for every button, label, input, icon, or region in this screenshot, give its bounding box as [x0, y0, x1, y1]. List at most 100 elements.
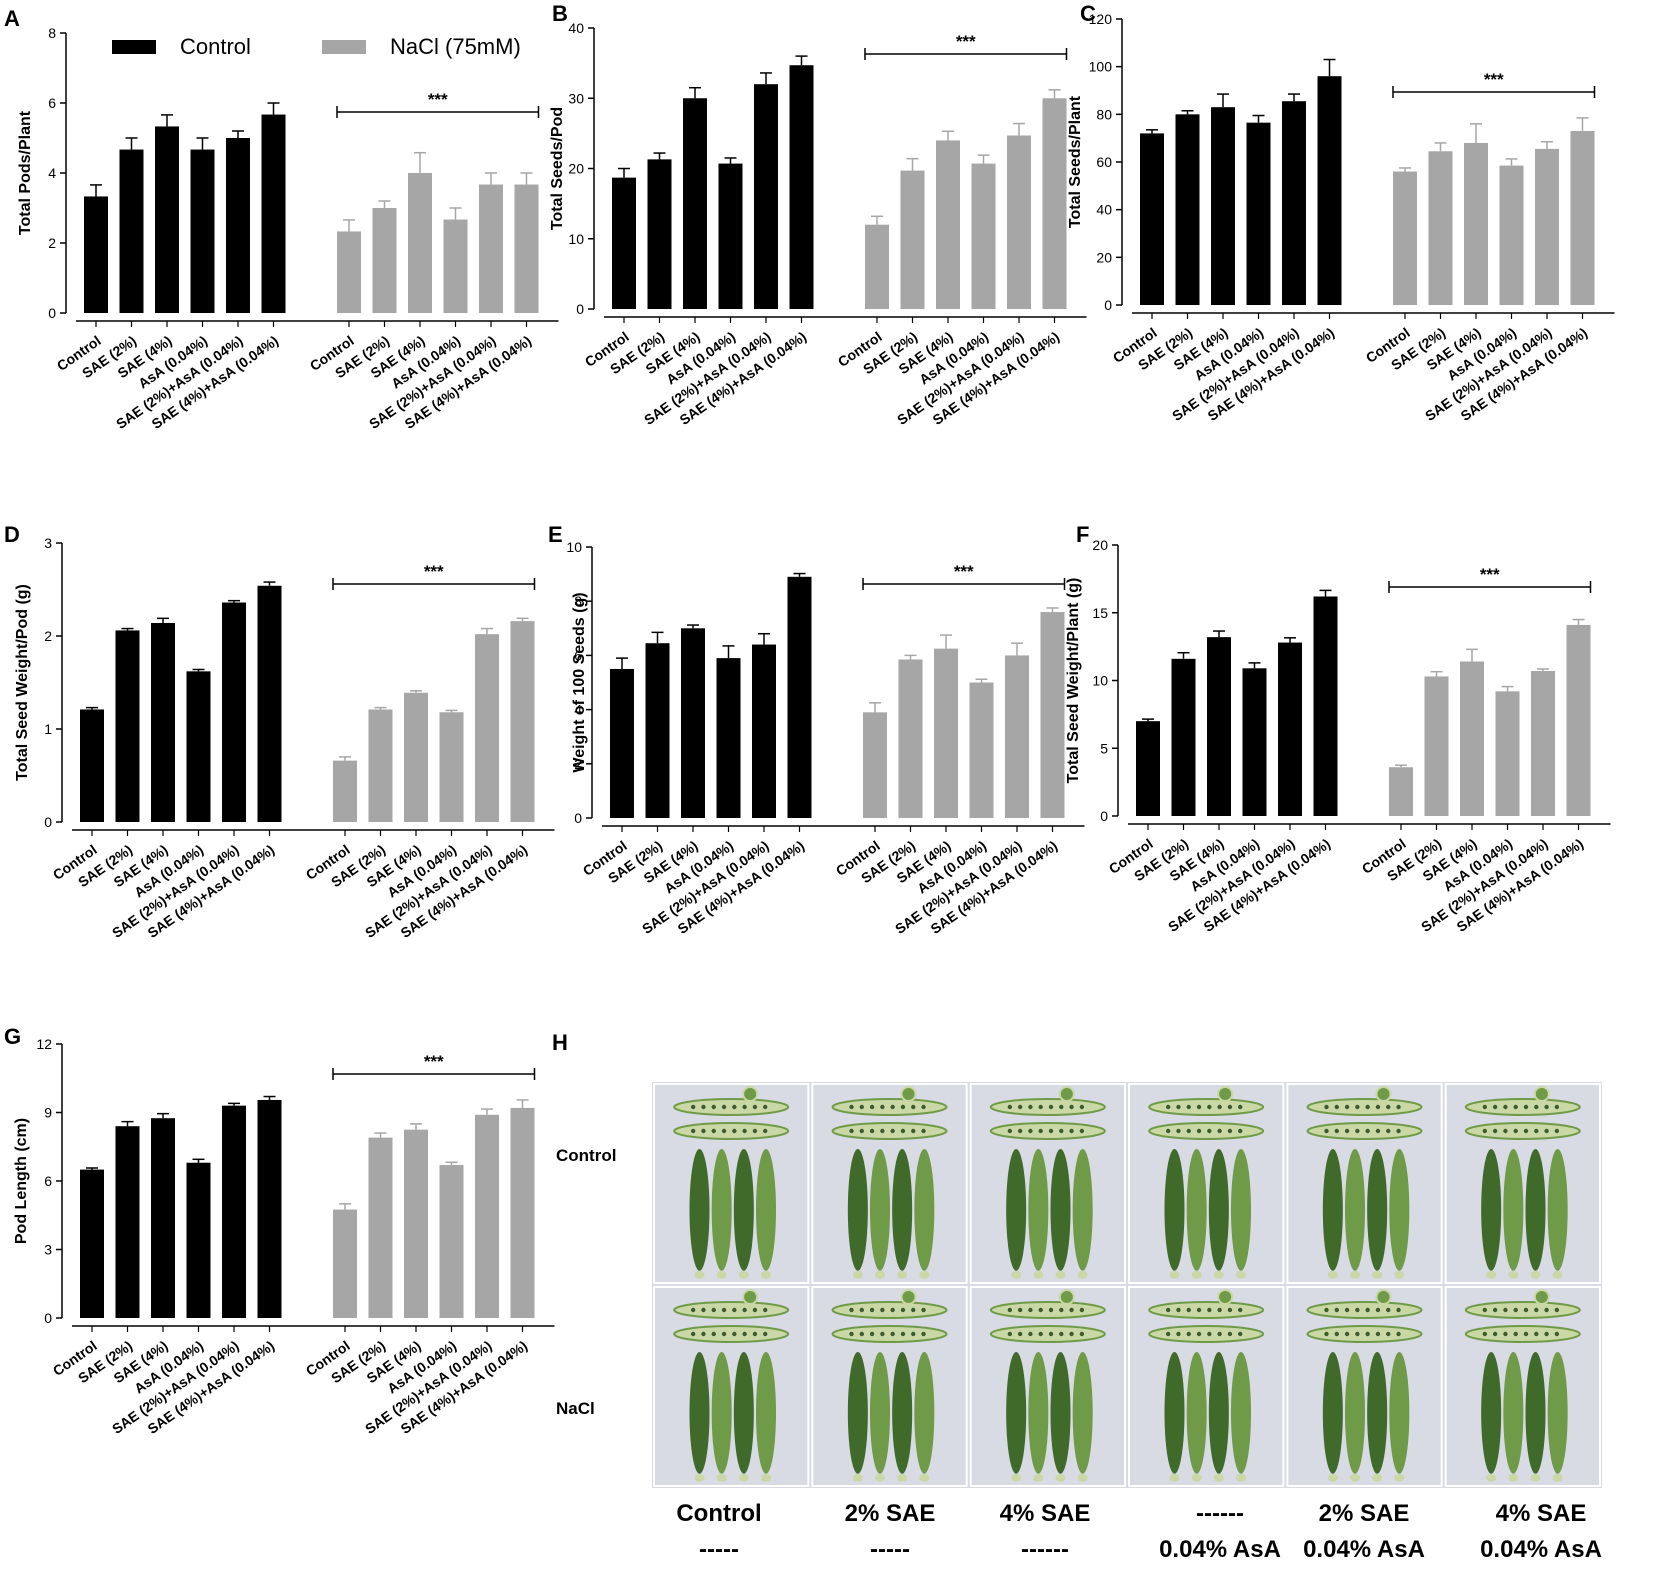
okra-pod: [892, 1351, 913, 1474]
bar-nacl-5: [1005, 655, 1029, 818]
seed: [690, 1104, 696, 1110]
photo-tile-r1-c2: [811, 1083, 968, 1284]
seed: [1196, 1104, 1202, 1110]
pod-tip: [1508, 1473, 1519, 1482]
seed: [1038, 1128, 1043, 1134]
seed: [1176, 1307, 1181, 1313]
okra-pod: [892, 1148, 913, 1271]
seed: [1079, 1307, 1085, 1313]
okra-pod: [1481, 1351, 1502, 1474]
photo-background: [652, 1082, 1602, 1488]
bar-control-1: [80, 709, 104, 822]
seed: [1176, 1331, 1181, 1337]
bar-nacl-1: [1389, 767, 1413, 816]
seed: [742, 1128, 747, 1134]
bar-control-2: [1175, 114, 1200, 305]
photo-tile-r2-c3: [969, 1286, 1127, 1487]
y-tick-label: 10: [566, 539, 582, 555]
seed: [1375, 1128, 1381, 1134]
seed: [1554, 1331, 1560, 1337]
panel-letter: G: [4, 1024, 21, 1049]
pod-tip: [1394, 1270, 1405, 1279]
y-tick-label: 30: [568, 90, 584, 106]
seed: [859, 1104, 864, 1110]
seed: [1365, 1128, 1370, 1134]
seed: [1165, 1331, 1171, 1337]
seed: [1048, 1128, 1054, 1134]
pod-tip: [919, 1270, 930, 1279]
panel-letter: B: [552, 1, 568, 26]
row-label-nacl: NaCl: [556, 1399, 595, 1418]
seed: [1217, 1307, 1222, 1313]
seed: [859, 1307, 864, 1313]
seed: [921, 1331, 926, 1337]
seed: [690, 1307, 696, 1313]
split-pod: [673, 1122, 790, 1140]
bar-nacl-1: [863, 712, 887, 818]
y-tick-label: 80: [1096, 106, 1112, 122]
okra-pod: [1322, 1148, 1343, 1271]
legend: Control NaCl (75mM): [112, 34, 521, 59]
seed: [1059, 1128, 1064, 1134]
tile-frame: [1444, 1286, 1601, 1487]
split-pod: [989, 1098, 1106, 1116]
bar-nacl-4: [971, 163, 996, 309]
pod-tip: [1191, 1473, 1202, 1482]
okra-pod: [756, 1351, 776, 1474]
column-caption-line2: -----: [870, 1536, 910, 1563]
seed: [849, 1331, 854, 1337]
seed: [900, 1128, 906, 1134]
bar-control-6: [1313, 596, 1338, 816]
column-caption-line1: Control: [676, 1500, 761, 1527]
pod-cross-section: [1058, 1086, 1075, 1102]
seed: [900, 1331, 906, 1337]
seed: [890, 1128, 895, 1134]
bar-nacl-6: [1042, 98, 1067, 309]
seed: [1217, 1331, 1222, 1337]
bar-control-3: [1211, 107, 1235, 305]
seed: [1513, 1128, 1518, 1134]
bar-control-6: [789, 65, 814, 309]
pod-tip: [1169, 1270, 1180, 1279]
split-pod: [831, 1301, 948, 1319]
seed: [1196, 1307, 1202, 1313]
tile-frame: [1286, 1083, 1443, 1284]
seed: [1324, 1331, 1329, 1337]
pod-cross-section: [1217, 1086, 1234, 1102]
seed: [701, 1104, 706, 1110]
pod-tip: [1011, 1270, 1022, 1279]
pod-tip: [1077, 1473, 1088, 1482]
pod-tip: [1552, 1473, 1563, 1482]
seed: [1482, 1104, 1488, 1110]
bar-nacl-3: [408, 173, 432, 313]
bar-nacl-1: [333, 760, 357, 822]
seed: [1534, 1331, 1539, 1337]
seed: [1482, 1307, 1488, 1313]
seed: [732, 1128, 737, 1134]
pod-tip: [716, 1270, 727, 1279]
bar-control-1: [80, 1169, 104, 1318]
photo-tile-r1-c3: [969, 1083, 1127, 1284]
pod-tip: [716, 1473, 727, 1482]
y-axis-title: Total Seeds/Plant: [1067, 95, 1084, 228]
seed: [1227, 1128, 1233, 1134]
pod-tip: [1236, 1473, 1246, 1482]
seed: [1534, 1104, 1539, 1110]
bar-nacl-2: [900, 170, 925, 309]
y-tick-label: 9: [44, 1105, 52, 1121]
seed: [752, 1128, 758, 1134]
y-tick-label: 120: [1089, 11, 1113, 27]
okra-pod: [1164, 1148, 1185, 1271]
pod-tip: [694, 1270, 705, 1279]
seed: [1048, 1104, 1054, 1110]
y-tick-label: 0: [44, 1310, 52, 1326]
seed: [1227, 1307, 1233, 1313]
seed: [1176, 1128, 1181, 1134]
seed: [1238, 1104, 1243, 1110]
bar-control-1: [1136, 721, 1160, 816]
okra-pod: [1547, 1148, 1568, 1271]
